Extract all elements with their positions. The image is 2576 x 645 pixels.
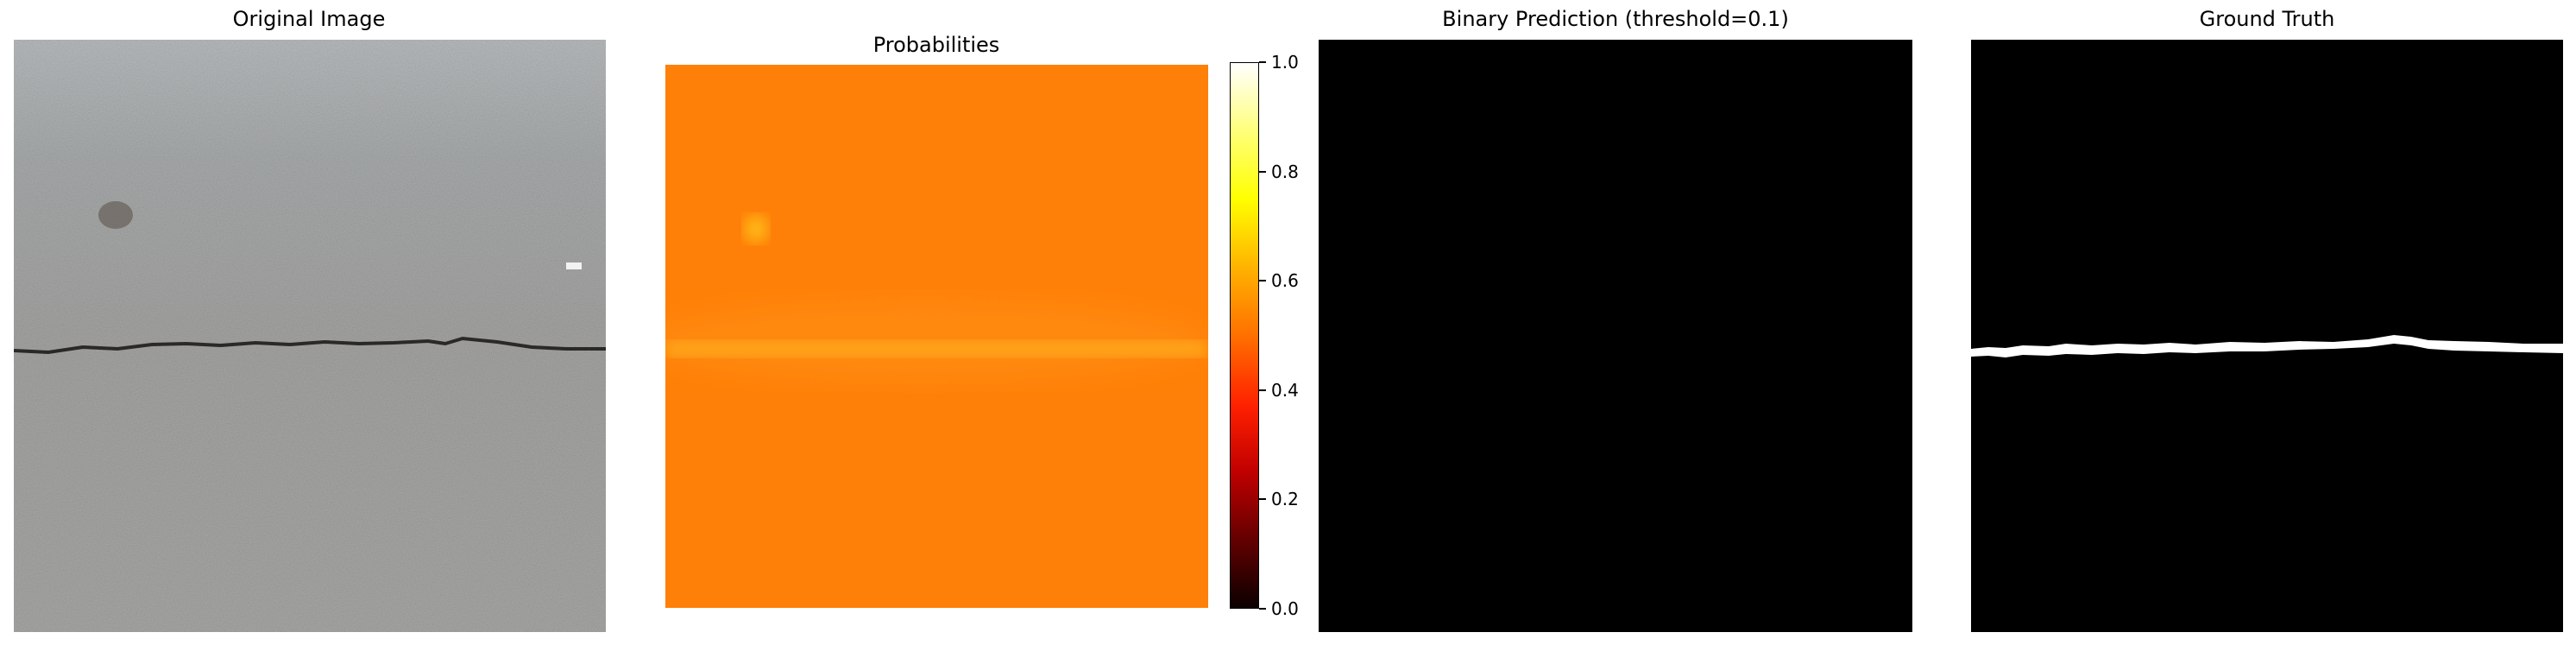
colorbar-tick-mark: [1259, 280, 1266, 282]
probabilities-heatmap: [665, 65, 1208, 608]
crack-line: [14, 336, 606, 355]
ground-truth-image: [1971, 40, 2563, 632]
colorbar-tick-label: 1.0: [1271, 52, 1299, 73]
white-speck: [566, 262, 582, 269]
colorbar-tick-mark: [1259, 498, 1266, 501]
original-image: [14, 40, 606, 632]
probabilities-title: Probabilities: [872, 33, 1000, 57]
colorbar-tick-mark: [1259, 608, 1266, 610]
colorbar-tick-mark: [1259, 61, 1266, 63]
colorbar-tick-label: 0.6: [1271, 270, 1299, 292]
original-image-title: Original Image: [232, 7, 386, 31]
colorbar-tick-label: 0.8: [1271, 161, 1299, 182]
ground-truth-title: Ground Truth: [2199, 7, 2335, 31]
ground-truth-crack-mask: [1971, 335, 2563, 357]
crack-band: [665, 341, 1208, 357]
stain-mark: [98, 201, 133, 229]
binary-prediction-title: Binary Prediction (threshold=0.1): [1442, 7, 1789, 31]
colorbar-tick-mark: [1259, 170, 1266, 173]
binary-prediction-image: [1319, 40, 1912, 632]
colorbar-tick-label: 0.2: [1271, 489, 1299, 510]
colorbar-tick-mark: [1259, 389, 1266, 391]
hot-spot: [744, 215, 768, 243]
colorbar-tick-label: 0.4: [1271, 379, 1299, 401]
colorbar: [1230, 62, 1259, 609]
colorbar-tick-label: 0.0: [1271, 598, 1299, 619]
